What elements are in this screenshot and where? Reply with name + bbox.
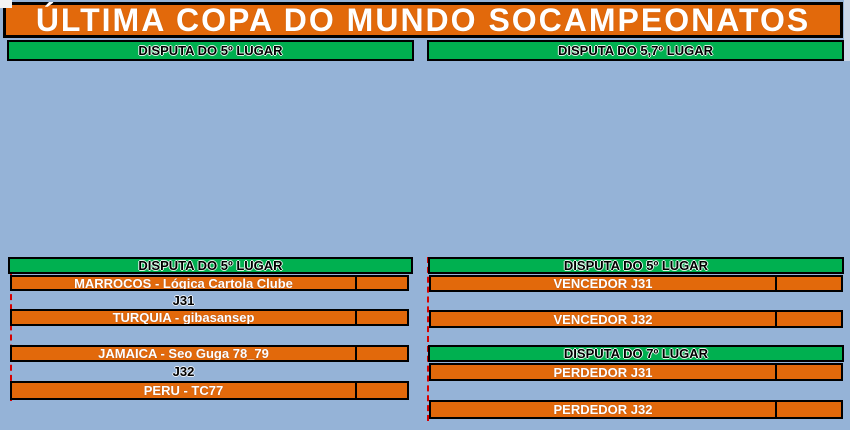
score-cell[interactable] (775, 312, 841, 326)
team-cell[interactable]: PERU - TC77 (143, 383, 224, 398)
team-cell[interactable]: TURQUIA - gibasansep (112, 311, 255, 324)
section-header-seventh-final: DISPUTA DO 7º LUGAR (428, 345, 844, 362)
sheet-edge-strip (844, 0, 850, 61)
sheet-corner (0, 0, 12, 8)
score-cell[interactable] (355, 311, 407, 324)
score-cell[interactable] (775, 402, 841, 417)
team-cell[interactable]: PERDEDOR J31 (553, 365, 653, 379)
match-row-j31-away[interactable]: TURQUIA - gibasansep (10, 309, 409, 326)
match-code-label-j32: J32 (172, 364, 195, 379)
section-header-fifth-final: DISPUTA DO 5º LUGAR (428, 257, 844, 274)
match-row-fifth-final-home[interactable]: VENCEDOR J31 (429, 275, 843, 292)
match-code-label-j31: J31 (172, 292, 195, 308)
team-cell[interactable]: PERDEDOR J32 (553, 402, 653, 417)
score-cell[interactable] (355, 277, 407, 289)
page-break-line (427, 257, 429, 421)
team-cell[interactable]: VENCEDOR J32 (553, 312, 653, 326)
team-cell[interactable]: JAMAICA - Seo Guga 78_79 (98, 347, 269, 360)
match-row-fifth-final-away[interactable]: VENCEDOR J32 (429, 310, 843, 328)
section-header-fifth-semis: DISPUTA DO 5º LUGAR (8, 257, 413, 274)
match-row-j31-home[interactable]: MARROCOS - Lógica Cartola Clube (10, 275, 409, 291)
match-row-seventh-final-away[interactable]: PERDEDOR J32 (429, 400, 843, 419)
title-banner: ÚLTIMA COPA DO MUNDO SOCAMPEONATOS (3, 2, 843, 38)
match-row-j32-home[interactable]: JAMAICA - Seo Guga 78_79 (10, 345, 409, 362)
column-header-left: DISPUTA DO 5º LUGAR (7, 40, 414, 61)
column-header-right: DISPUTA DO 5,7º LUGAR (427, 40, 844, 61)
team-cell[interactable]: MARROCOS - Lógica Cartola Clube (74, 277, 293, 289)
team-cell[interactable]: VENCEDOR J31 (553, 277, 653, 290)
score-cell[interactable] (775, 365, 841, 379)
match-row-seventh-final-home[interactable]: PERDEDOR J31 (429, 363, 843, 381)
score-cell[interactable] (355, 347, 407, 360)
score-cell[interactable] (355, 383, 407, 398)
page-break-line (10, 274, 12, 401)
score-cell[interactable] (775, 277, 841, 290)
match-row-j32-away[interactable]: PERU - TC77 (10, 381, 409, 400)
